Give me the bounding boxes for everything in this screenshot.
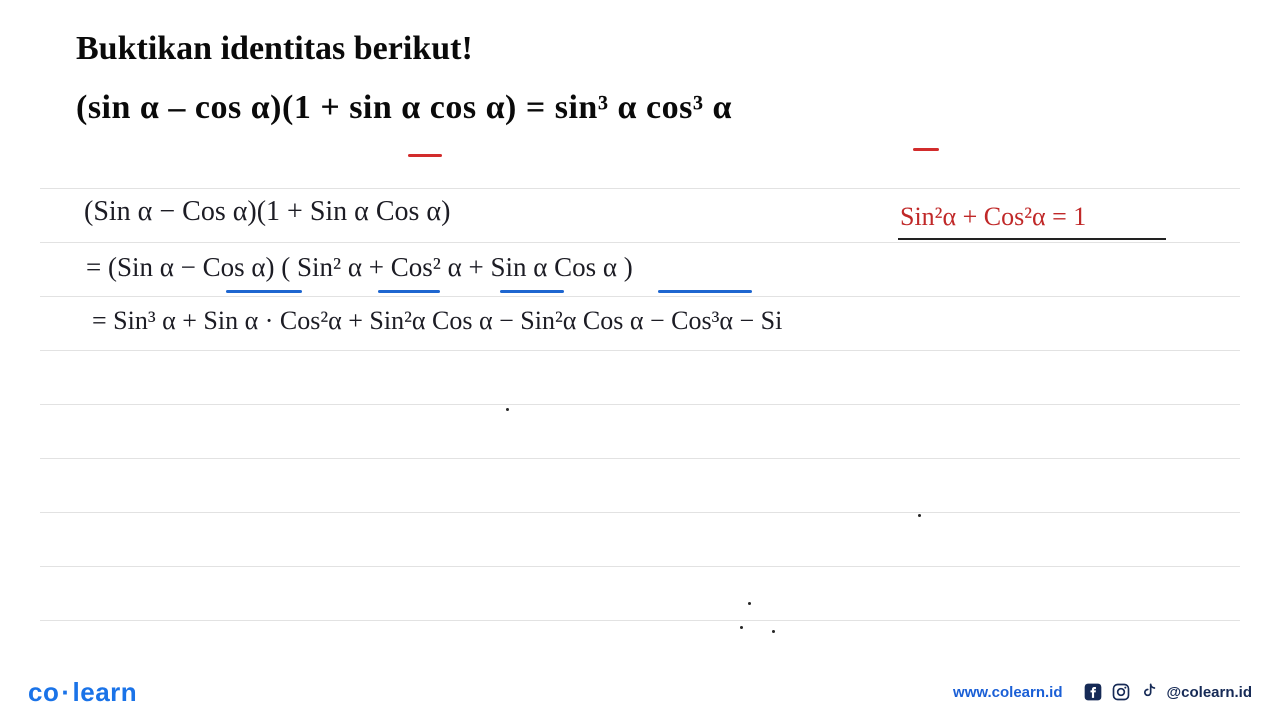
footer-right: www.colearn.id @colearn.id	[953, 682, 1252, 702]
instagram-icon[interactable]	[1111, 682, 1131, 702]
blue-underline-2	[378, 290, 440, 293]
rule-line	[40, 620, 1240, 621]
tiktok-icon[interactable]	[1139, 682, 1159, 702]
blue-underline-4	[658, 290, 752, 293]
stray-dot	[772, 630, 775, 633]
rule-line	[40, 512, 1240, 513]
red-underline-plus	[408, 154, 442, 157]
stray-dot	[506, 408, 509, 411]
footer-url[interactable]: www.colearn.id	[953, 684, 1062, 701]
rule-line	[40, 296, 1240, 297]
rule-line	[40, 350, 1240, 351]
brand-learn: learn	[73, 677, 138, 707]
rule-line	[40, 566, 1240, 567]
stray-dot	[918, 514, 921, 517]
brand-dot-icon: ·	[59, 677, 72, 707]
title-block: Buktikan identitas berikut! (sin α – cos…	[76, 28, 1240, 127]
side-note-identity: Sin²α + Cos²α = 1	[900, 202, 1086, 232]
red-underline-alpha	[913, 148, 939, 151]
blue-underline-3	[500, 290, 564, 293]
stray-dot	[740, 626, 743, 629]
footer-bar: co·learn www.colearn.id @colearn.id	[0, 664, 1280, 720]
handwriting-line-1: (Sin α − Cos α)(1 + Sin α Cos α)	[84, 196, 450, 228]
title-text: Buktikan identitas berikut!	[76, 28, 1240, 71]
rule-line	[40, 188, 1240, 189]
rule-line	[40, 404, 1240, 405]
handwriting-line-2: = (Sin α − Cos α) ( Sin² α + Cos² α + Si…	[86, 252, 633, 283]
rule-line	[40, 458, 1240, 459]
social-handle[interactable]: @colearn.id	[1167, 684, 1252, 701]
blue-underline-1	[226, 290, 302, 293]
facebook-icon[interactable]	[1083, 682, 1103, 702]
stray-dot	[748, 602, 751, 605]
rule-line	[40, 242, 1240, 243]
brand-co: co	[28, 677, 59, 707]
handwriting-line-3: = Sin³ α + Sin α · Cos²α + Sin²α Cos α −…	[92, 306, 782, 336]
page-root: Buktikan identitas berikut! (sin α – cos…	[0, 0, 1280, 720]
brand-logo: co·learn	[28, 677, 137, 708]
side-note-underline	[898, 238, 1166, 240]
social-group: @colearn.id	[1083, 682, 1252, 702]
identity-equation: (sin α – cos α)(1 + sin α cos α) = sin³ …	[76, 89, 1240, 127]
